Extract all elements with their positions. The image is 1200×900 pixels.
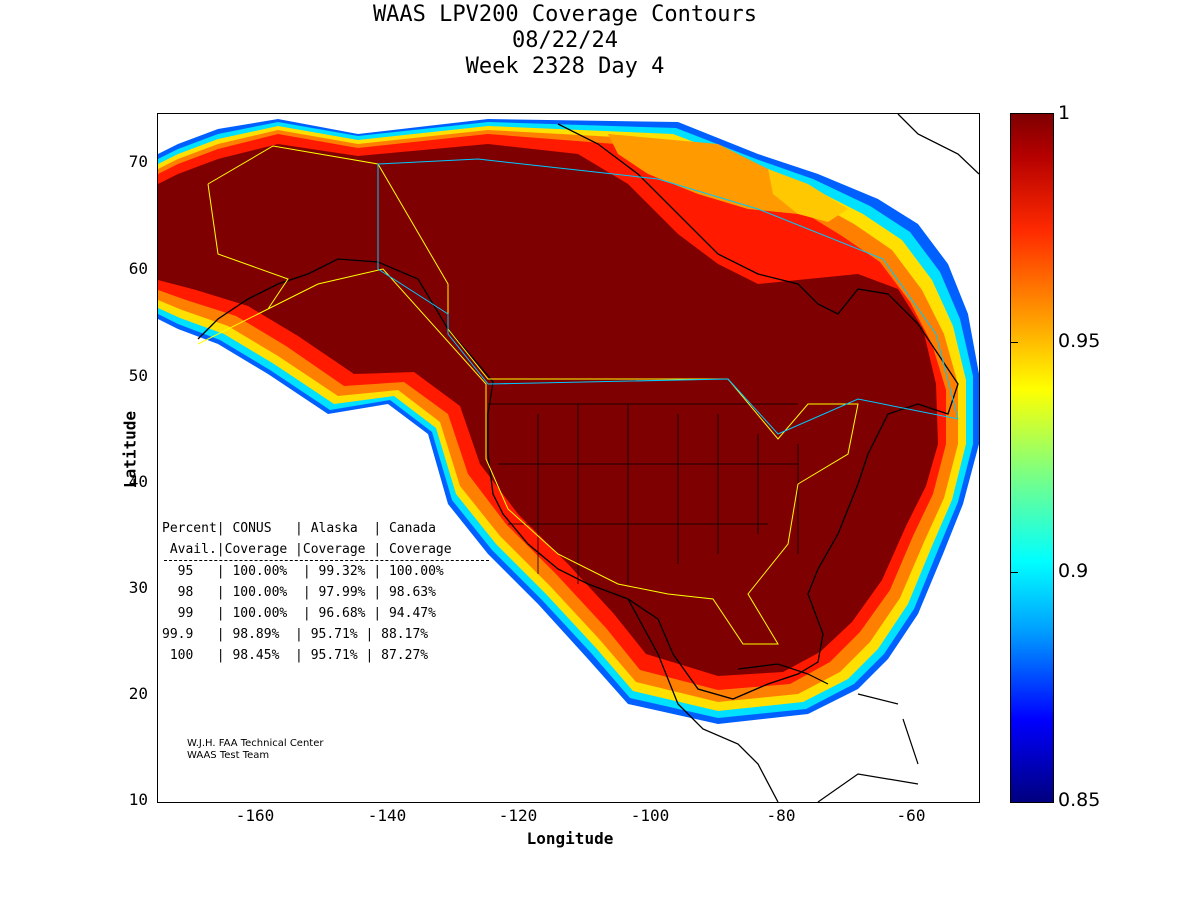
colorbar-tick-label: 0.9 [1058, 560, 1089, 582]
state-borders [488, 403, 799, 584]
stats-header-2: Avail.|Coverage |Coverage | Coverage [162, 542, 452, 557]
coverage-full-region [158, 144, 938, 676]
stats-row: 99.9 | 98.89% | 95.71% | 88.17% [162, 627, 429, 642]
chart-title: WAAS LPV200 Coverage Contours 08/22/24 W… [0, 2, 1130, 80]
x-axis-label: Longitude [526, 829, 614, 848]
y-tick-label: 50 [128, 366, 148, 385]
y-tick-label: 20 [128, 684, 148, 703]
stats-row: 100 | 98.45% | 95.71% | 87.27% [162, 648, 429, 663]
title-line-1: WAAS LPV200 Coverage Contours [372, 2, 758, 27]
stats-row: 95 | 100.00% | 99.32% | 100.00% [162, 564, 444, 579]
y-axis-label: Latitude [120, 410, 140, 489]
colorbar-tick-label: 0.85 [1058, 789, 1101, 811]
coverage-map-svg [158, 114, 979, 802]
coastline-greenland [897, 114, 979, 175]
title-line-2: 08/22/24 [512, 28, 618, 53]
x-tick-label: -100 [630, 806, 670, 825]
x-tick-label: -140 [367, 806, 407, 825]
coverage-band-arctic-yellow [768, 169, 848, 222]
stats-row: 99 | 100.00% | 96.68% | 94.47% [162, 606, 436, 621]
colorbar-tick-label: 0.95 [1058, 330, 1101, 352]
credit-text: W.J.H. FAA Technical Center WAAS Test Te… [187, 738, 323, 762]
colorbar [1010, 113, 1054, 803]
x-tick-label: -120 [498, 806, 538, 825]
coastline-caribbean [737, 663, 919, 802]
x-tick-label: -160 [235, 806, 275, 825]
stats-separator [164, 560, 489, 561]
coverage-map [157, 113, 980, 803]
service-boundary-us [197, 145, 859, 645]
y-tick-label: 10 [128, 790, 148, 809]
service-boundary-canada [377, 158, 959, 435]
colorbar-tick-mark [1010, 342, 1018, 343]
credit-line-2: WAAS Test Team [187, 750, 270, 761]
coverage-stats-table: Percent| CONUS | Alaska | Canada Avail.|… [162, 518, 489, 666]
credit-line-1: W.J.H. FAA Technical Center [187, 738, 324, 749]
colorbar-tick-mark [1010, 572, 1018, 573]
stats-header-1: Percent| CONUS | Alaska | Canada [162, 521, 436, 536]
x-tick-label: -80 [766, 806, 796, 825]
coverage-band-arctic-orange [608, 134, 818, 214]
colorbar-tick-label: 1 [1058, 102, 1071, 124]
y-tick-label: 40 [128, 472, 148, 491]
y-tick-label: 70 [128, 152, 148, 171]
stats-row: 98 | 100.00% | 97.99% | 98.63% [162, 585, 436, 600]
y-tick-label: 60 [128, 259, 148, 278]
title-line-3: Week 2328 Day 4 [465, 54, 665, 79]
coastline-central-america [627, 598, 779, 802]
y-tick-label: 30 [128, 578, 148, 597]
x-tick-label: -60 [896, 806, 926, 825]
